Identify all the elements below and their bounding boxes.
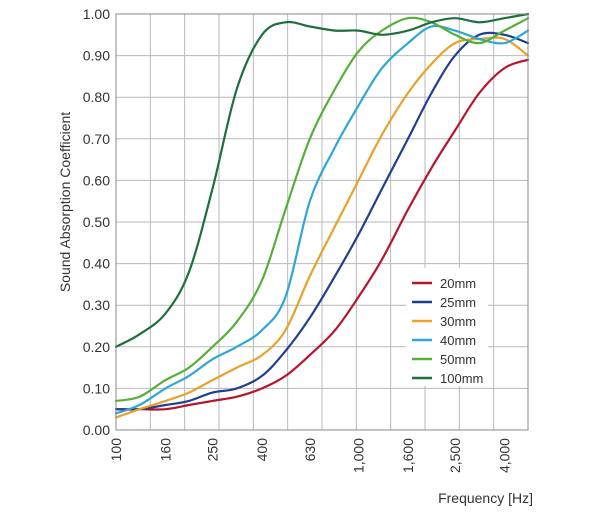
series-line-20mm [114,58,530,411]
y-tick-label: 0.80 [83,89,110,105]
y-tick-label: 0.90 [83,48,110,64]
y-tick-labels: 0.00 0.10 0.20 0.30 0.40 0.50 0.60 0.70 0.80 0.90… [83,6,110,438]
y-tick-label: 0.10 [83,380,110,396]
legend-label-40mm: 40mm [440,333,476,348]
series-line-30mm [114,36,530,419]
legend-label-20mm: 20mm [440,276,476,291]
x-tick-label: 1,000 [350,438,366,473]
x-tick-label: 630 [302,438,318,462]
y-tick-label: 0.40 [83,256,110,272]
legend-label-100mm: 100mm [440,371,483,386]
y-tick-label: 0.70 [83,131,110,147]
y-tick-label: 0.30 [83,297,110,313]
series-line-50mm [114,16,530,402]
legend-label-50mm: 50mm [440,352,476,367]
y-tick-label: 0.20 [83,339,110,355]
x-tick-label: 1,600 [400,438,416,473]
legend-label-25mm: 25mm [440,295,476,310]
y-tick-label: 0.50 [83,214,110,230]
x-tick-label: 160 [157,438,173,462]
series-line-100mm [114,12,530,348]
x-tick-label: 4,000 [496,438,512,473]
y-tick-label: 0.60 [83,172,110,188]
series-line-40mm [114,24,530,415]
x-tick-label: 2,500 [447,438,463,473]
legend: 20mm 25mm 30mm 40mm 50mm 100mm [412,276,483,386]
series-layer [114,12,530,419]
x-axis-title: Frequency [Hz] [438,490,533,506]
y-axis-title: Sound Absorption Coefficient [57,112,73,292]
y-tick-label: 0.00 [83,422,110,438]
legend-label-30mm: 30mm [440,314,476,329]
x-tick-labels: 100 160 250 400 630 1,000 1,600 2,500 4,000 [108,438,512,473]
legend-box [406,268,488,386]
x-tick-label: 100 [108,438,124,462]
plot-frame [115,13,529,431]
series-line-25mm [114,31,530,411]
y-tick-label: 1.00 [83,6,110,22]
x-tick-label: 400 [254,438,270,462]
x-tick-label: 250 [205,438,221,462]
